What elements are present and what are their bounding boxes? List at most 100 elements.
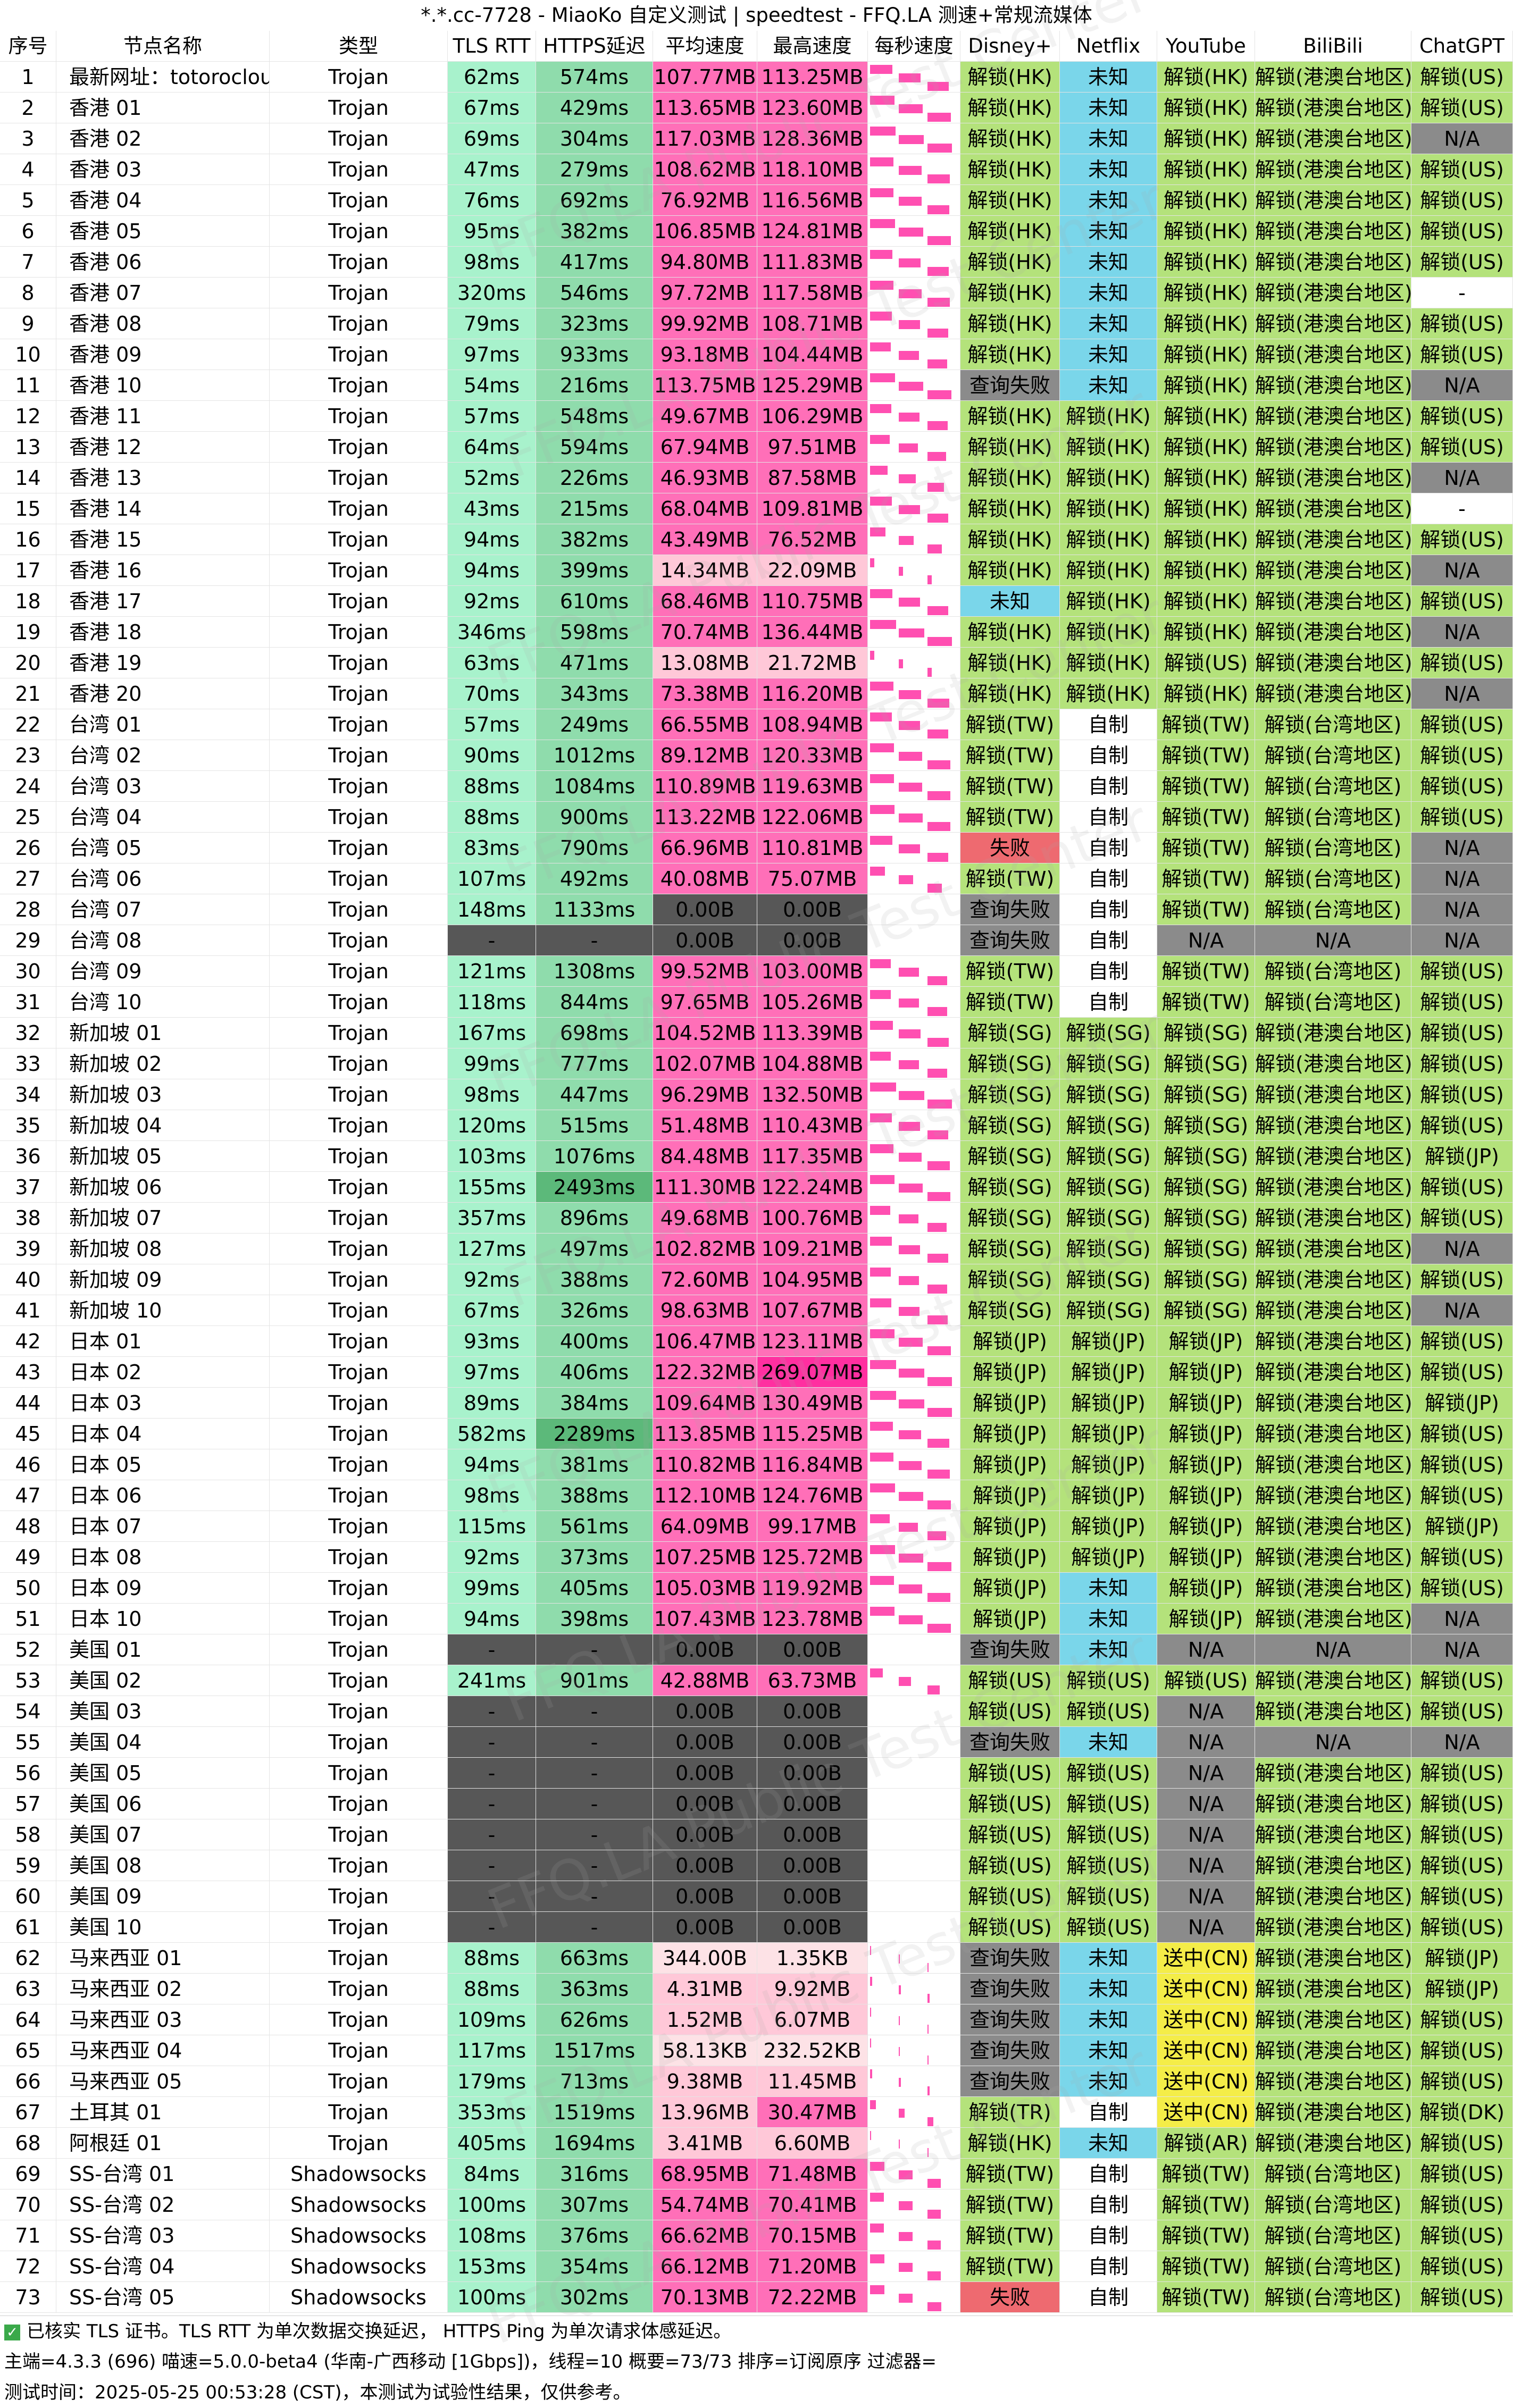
cell-ping: 405ms <box>536 1573 653 1604</box>
cell-disney: 查询失败 <box>960 1974 1060 2004</box>
cell-per-sec <box>868 1419 960 1449</box>
cell-type: Trojan <box>270 1511 448 1542</box>
cell-bilibili: 解锁(港澳台地区) <box>1255 1172 1411 1203</box>
cell-type: Trojan <box>270 1881 448 1912</box>
cell-max: 132.50MB <box>757 1079 868 1110</box>
cell-rtt: - <box>448 1912 536 1943</box>
cell-max: 124.76MB <box>757 1480 868 1511</box>
cell-chatgpt: N/A <box>1411 1234 1513 1264</box>
cell-type: Shadowsocks <box>270 2159 448 2189</box>
cell-type: Trojan <box>270 740 448 771</box>
cell-ping: 515ms <box>536 1110 653 1141</box>
cell-type: Trojan <box>270 648 448 678</box>
cell-ping: 2289ms <box>536 1419 653 1449</box>
cell-bilibili: 解锁(港澳台地区) <box>1255 278 1411 308</box>
cell-youtube: 解锁(US) <box>1157 648 1255 678</box>
cell-per-sec <box>868 1018 960 1048</box>
cell-disney: 解锁(HK) <box>960 154 1060 185</box>
cell-youtube: 送中(CN) <box>1157 2066 1255 2097</box>
speed-sample-bar <box>870 127 896 136</box>
cell-bilibili: 解锁(港澳台地区) <box>1255 1234 1411 1264</box>
cell-type: Trojan <box>270 1758 448 1789</box>
cell-netflix: 未知 <box>1060 1604 1157 1634</box>
cell-disney: 解锁(TR) <box>960 2097 1060 2128</box>
cell-per-sec <box>868 2066 960 2097</box>
cell-youtube: 解锁(TW) <box>1157 2220 1255 2251</box>
header-netflix: Netflix <box>1060 31 1157 62</box>
cell-youtube: 送中(CN) <box>1157 2097 1255 2128</box>
cell-disney: 解锁(HK) <box>960 216 1060 247</box>
cell-max: 71.20MB <box>757 2251 868 2282</box>
cell-netflix: 解锁(SG) <box>1060 1172 1157 1203</box>
speed-sample-bar <box>927 1223 947 1232</box>
cell-per-sec <box>868 1604 960 1634</box>
cell-seq: 38 <box>0 1203 56 1234</box>
speed-sample-bar <box>870 1268 891 1277</box>
speed-sample-bar <box>870 1360 896 1369</box>
cell-chatgpt: 解锁(US) <box>1411 1665 1513 1696</box>
cell-name: 日本 10 <box>56 1604 270 1634</box>
speed-sample-bar <box>927 2302 941 2311</box>
cell-rtt: 76ms <box>448 185 536 216</box>
cell-chatgpt: N/A <box>1411 1727 1513 1758</box>
cell-avg: 110.82MB <box>653 1449 757 1480</box>
cell-ping: 1694ms <box>536 2128 653 2159</box>
cell-max: 103.00MB <box>757 956 868 987</box>
speed-sample-bar <box>899 1122 920 1131</box>
cell-avg: 9.38MB <box>653 2066 757 2097</box>
cell-avg: 99.92MB <box>653 308 757 339</box>
speed-sample-bar <box>870 651 874 660</box>
cell-disney: 解锁(US) <box>960 1850 1060 1881</box>
cell-youtube: 解锁(HK) <box>1157 339 1255 370</box>
cell-netflix: 解锁(HK) <box>1060 617 1157 648</box>
cell-ping: 492ms <box>536 863 653 894</box>
cell-disney: 查询失败 <box>960 1634 1060 1665</box>
speed-sample-bar <box>870 1206 890 1215</box>
cell-rtt: 179ms <box>448 2066 536 2097</box>
cell-max: 123.78MB <box>757 1604 868 1634</box>
cell-max: 6.60MB <box>757 2128 868 2159</box>
cell-bilibili: 解锁(港澳台地区) <box>1255 463 1411 493</box>
cell-bilibili: 解锁(台湾地区) <box>1255 740 1411 771</box>
speed-sample-bar <box>927 1685 940 1694</box>
cell-type: Trojan <box>270 278 448 308</box>
cell-disney: 解锁(TW) <box>960 740 1060 771</box>
cell-chatgpt: 解锁(US) <box>1411 154 1513 185</box>
cell-youtube: 解锁(TW) <box>1157 740 1255 771</box>
cell-per-sec <box>868 1357 960 1388</box>
cell-disney: 解锁(US) <box>960 1912 1060 1943</box>
speed-sample-bar <box>870 743 894 752</box>
cell-seq: 20 <box>0 648 56 678</box>
speed-sample-bar <box>899 1245 920 1254</box>
cell-avg: 99.52MB <box>653 956 757 987</box>
speed-sample-bar <box>927 2055 929 2065</box>
cell-youtube: 解锁(JP) <box>1157 1388 1255 1419</box>
cell-disney: 解锁(HK) <box>960 278 1060 308</box>
cell-youtube: 解锁(HK) <box>1157 308 1255 339</box>
cell-bilibili: 解锁(港澳台地区) <box>1255 1542 1411 1573</box>
cell-per-sec <box>868 463 960 493</box>
cell-per-sec <box>868 586 960 617</box>
cell-ping: 384ms <box>536 1388 653 1419</box>
cell-rtt: 405ms <box>448 2128 536 2159</box>
cell-bilibili: 解锁(港澳台地区) <box>1255 1819 1411 1850</box>
cell-ping: 382ms <box>536 216 653 247</box>
cell-chatgpt: 解锁(US) <box>1411 62 1513 93</box>
cell-name: 日本 04 <box>56 1419 270 1449</box>
cell-name: 美国 09 <box>56 1881 270 1912</box>
cell-chatgpt: N/A <box>1411 833 1513 863</box>
cell-seq: 46 <box>0 1449 56 1480</box>
cell-chatgpt: 解锁(US) <box>1411 1881 1513 1912</box>
speed-sample-bar <box>870 2285 884 2294</box>
cell-rtt: 167ms <box>448 1018 536 1048</box>
speed-sample-bar <box>927 1007 947 1016</box>
cell-ping: 900ms <box>536 802 653 833</box>
cell-disney: 解锁(TW) <box>960 863 1060 894</box>
cell-avg: 73.38MB <box>653 678 757 709</box>
cell-rtt: 98ms <box>448 247 536 278</box>
cell-max: 109.21MB <box>757 1234 868 1264</box>
cell-youtube: 解锁(TW) <box>1157 802 1255 833</box>
cell-per-sec <box>868 555 960 586</box>
cell-bilibili: N/A <box>1255 1634 1411 1665</box>
cell-seq: 47 <box>0 1480 56 1511</box>
